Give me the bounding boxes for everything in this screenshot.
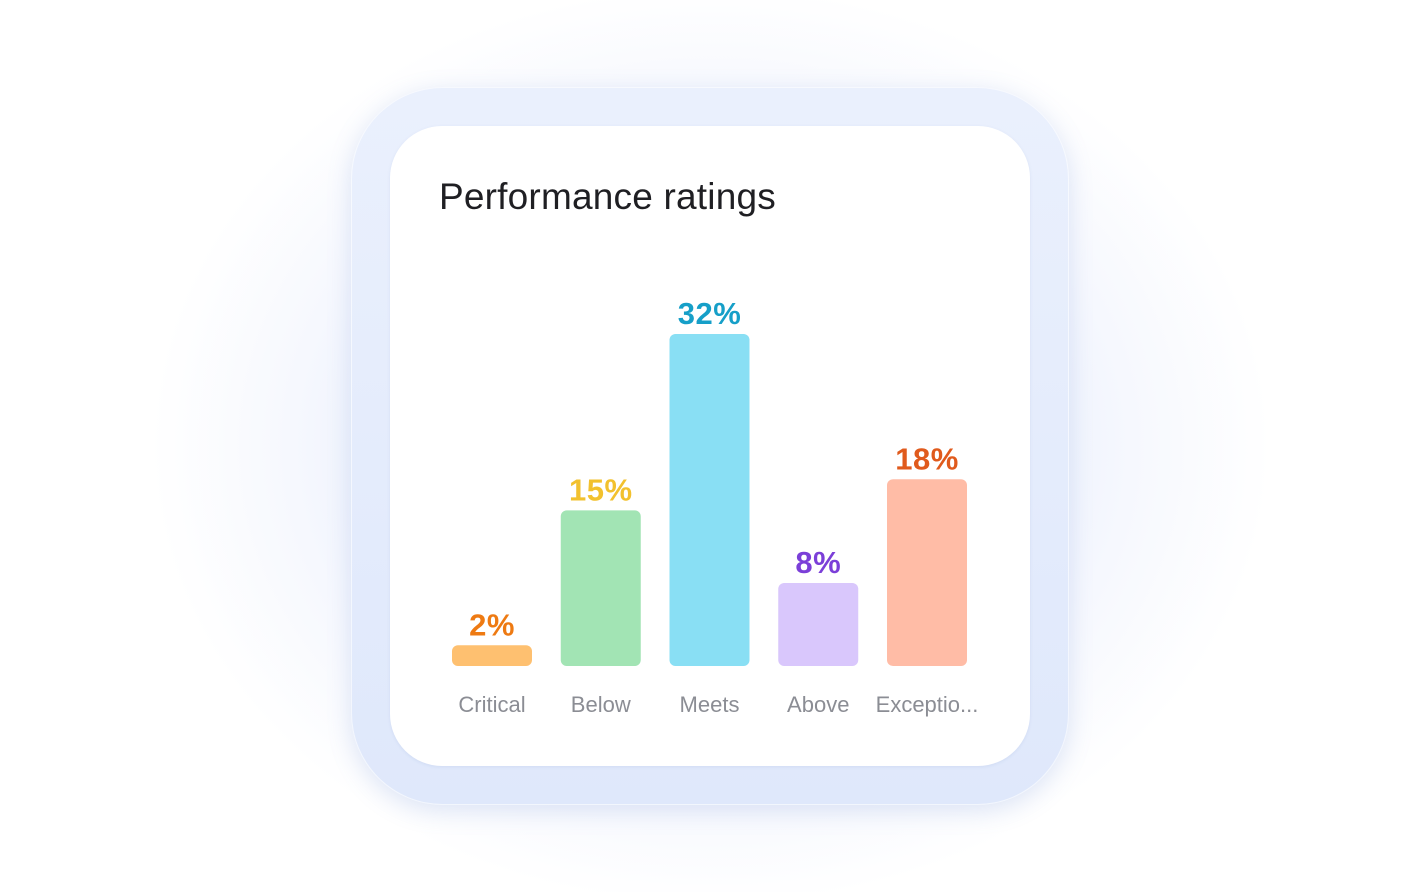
bar-chart: 2% Critical 15% Below 32% Meets 8% Above 18% Exce… (452, 296, 979, 717)
chart-card: Performance ratings 2% Critical 15% Below 32… (390, 126, 1030, 766)
bar-meets (669, 334, 750, 666)
tick-label-exceptio: Exceptio... (876, 692, 979, 717)
value-label-critical: 2% (469, 607, 515, 642)
tick-label-above: Above (787, 692, 849, 717)
tick-label-critical: Critical (458, 692, 525, 717)
bar-exceptio (887, 479, 967, 666)
tick-label-below: Below (571, 692, 631, 717)
value-label-meets: 32% (678, 296, 742, 331)
bar-critical (452, 645, 532, 666)
value-label-exceptio: 18% (895, 441, 959, 476)
value-label-below: 15% (569, 472, 633, 507)
bar-below (560, 510, 641, 666)
tick-label-meets: Meets (680, 692, 740, 717)
chart-title: Performance ratings (439, 176, 776, 217)
value-label-above: 8% (795, 545, 841, 580)
bar-above (778, 583, 859, 666)
